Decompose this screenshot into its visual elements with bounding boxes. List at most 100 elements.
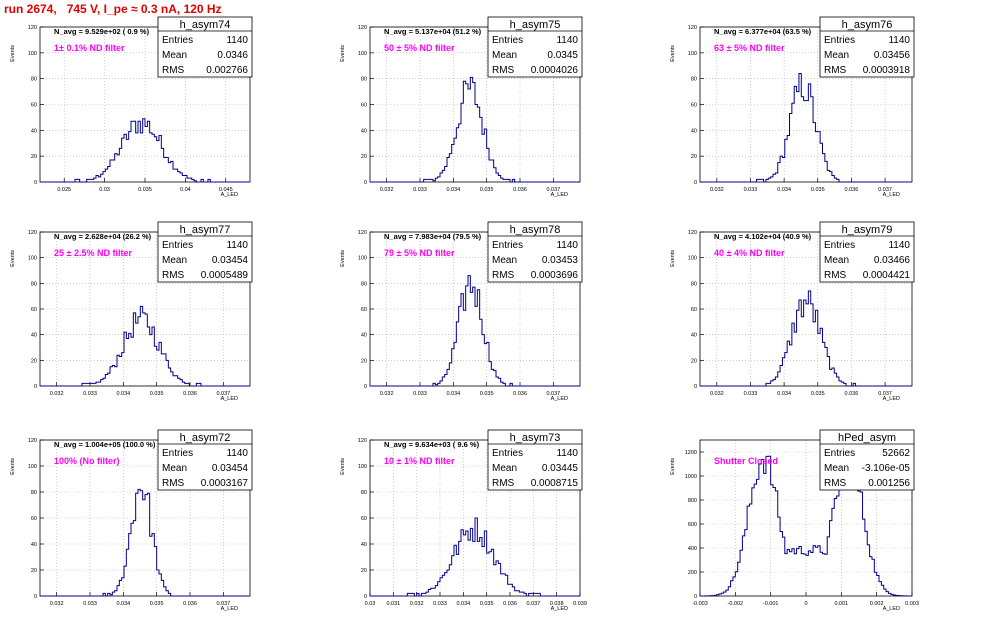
- filter-annotation: 79 ± 5% ND filter: [384, 248, 455, 258]
- y-axis-title: Events: [670, 458, 676, 475]
- x-tick-label: 0.003: [905, 601, 919, 607]
- y-tick-label: 0: [694, 594, 697, 600]
- stats-value-rms: 0.0003918: [863, 65, 911, 76]
- navg-label: N_avg = 7.983e+04 (79.5 %): [384, 232, 482, 241]
- y-tick-label: 20: [31, 154, 37, 160]
- y-tick-label: 80: [361, 490, 367, 496]
- x-tick-label: 0.037: [878, 391, 892, 397]
- y-tick-label: 100: [358, 51, 367, 57]
- y-tick-label: 800: [688, 498, 697, 504]
- y-axis-title: Events: [10, 45, 16, 62]
- navg-label: N_avg = 2.628e+04 (26.2 %): [54, 232, 152, 241]
- stats-value-mean: 0.03454: [212, 463, 249, 474]
- x-tick-label: 0.035: [150, 391, 164, 397]
- y-tick-label: 60: [31, 307, 37, 313]
- x-tick-label: 0.036: [183, 391, 197, 397]
- x-axis-title: A_LED: [883, 192, 900, 198]
- filter-annotation: 1± 0.1% ND filter: [54, 43, 125, 53]
- y-tick-label: 40: [691, 128, 697, 134]
- stats-box: [819, 16, 915, 78]
- histogram-line: [370, 275, 580, 387]
- stats-value-mean: 0.03454: [212, 255, 249, 266]
- stats-title: h_asym79: [842, 224, 893, 236]
- stats-label-entries: Entries: [162, 240, 193, 251]
- y-tick-label: 100: [358, 464, 367, 470]
- y-tick-label: 0: [364, 180, 367, 186]
- x-tick-label: 0.033: [413, 187, 427, 193]
- stats-box: [157, 429, 253, 491]
- y-tick-label: 20: [361, 568, 367, 574]
- stats-label-entries: Entries: [162, 448, 193, 459]
- x-tick-label: 0.037: [216, 391, 230, 397]
- stats-label-entries: Entries: [824, 35, 855, 46]
- navg-label: N_avg = 4.102e+04 (40.9 %): [714, 232, 812, 241]
- stats-title: h_asym76: [842, 19, 893, 31]
- stats-box: [487, 16, 583, 78]
- y-tick-label: 100: [688, 256, 697, 262]
- y-tick-label: 80: [361, 281, 367, 287]
- x-tick-label: 0.031: [386, 601, 400, 607]
- y-tick-label: 100: [358, 256, 367, 262]
- y-tick-label: 80: [31, 281, 37, 287]
- x-tick-label: 0.036: [513, 187, 527, 193]
- stats-value-mean: 0.0345: [547, 50, 578, 61]
- stats-value-rms: 0.0005489: [201, 270, 249, 281]
- x-tick-label: 0.034: [777, 187, 791, 193]
- y-axis-title: Events: [340, 458, 346, 475]
- stats-box: [487, 221, 583, 283]
- x-tick-label: 0: [804, 601, 807, 607]
- stats-box: [819, 221, 915, 283]
- x-axis-title: A_LED: [221, 192, 238, 198]
- stats-label-mean: Mean: [824, 255, 849, 266]
- y-tick-label: 20: [691, 358, 697, 364]
- histogram-hPed_asym: -0.003 -0.002 -0.001 0 0.001 0.002 0.003 0 200 40…: [670, 429, 919, 612]
- x-tick-label: 0.036: [845, 187, 859, 193]
- y-tick-label: 120: [688, 230, 697, 236]
- stats-value-mean: 0.03445: [542, 463, 579, 474]
- x-tick-label: 0.036: [183, 601, 197, 607]
- y-tick-label: 0: [694, 180, 697, 186]
- stats-value-rms: 0.0004026: [531, 65, 579, 76]
- stats-title: hPed_asym: [838, 432, 896, 444]
- x-tick-label: 0.032: [380, 391, 394, 397]
- filter-annotation: Shutter Closed: [714, 456, 778, 466]
- x-tick-label: 0.033: [413, 391, 427, 397]
- y-tick-label: 60: [31, 103, 37, 109]
- stats-label-rms: RMS: [824, 65, 847, 76]
- stats-value-entries: 1140: [226, 35, 248, 46]
- histogram-h_asym72: 0.032 0.033 0.034 0.035 0.036 0.037 0 20 40 60 80 1…: [10, 429, 253, 612]
- stats-value-entries: 1140: [888, 240, 910, 251]
- stats-label-rms: RMS: [162, 478, 185, 489]
- stats-label-entries: Entries: [492, 35, 523, 46]
- stats-title: h_asym72: [180, 432, 231, 444]
- histogram-line: [40, 118, 250, 183]
- stats-box: [819, 429, 915, 491]
- filter-annotation: 10 ± 1% ND filter: [384, 456, 455, 466]
- x-tick-label: 0.03: [365, 601, 376, 607]
- stats-title: h_asym74: [180, 19, 231, 31]
- stats-value-entries: 1140: [226, 448, 248, 459]
- stats-box: [157, 16, 253, 78]
- x-tick-label: 0.032: [710, 391, 724, 397]
- stats-label-rms: RMS: [492, 65, 515, 76]
- y-tick-label: 80: [31, 77, 37, 83]
- y-tick-label: 40: [361, 333, 367, 339]
- x-tick-label: 0.037: [216, 601, 230, 607]
- y-tick-label: 40: [691, 333, 697, 339]
- x-tick-label: 0.001: [834, 601, 848, 607]
- navg-label: N_avg = 6.377e+04 (63.5 %): [714, 27, 812, 36]
- histogram-h_asym75: 0.032 0.033 0.034 0.035 0.036 0.037 0 20 40 60 80 1…: [340, 16, 583, 198]
- navg-label: N_avg = 1.004e+05 (100.0 %): [54, 440, 156, 449]
- stats-label-rms: RMS: [492, 270, 515, 281]
- y-tick-label: 20: [691, 154, 697, 160]
- stats-label-rms: RMS: [824, 478, 847, 489]
- histogram-h_asym76: 0.032 0.033 0.034 0.035 0.036 0.037 0 20 40 60 80 1…: [670, 16, 915, 198]
- stats-title: h_asym73: [510, 432, 561, 444]
- histogram-h_asym78: 0.032 0.033 0.034 0.035 0.036 0.037 0 20 40 60 80 1…: [340, 221, 583, 402]
- y-tick-label: 1200: [685, 450, 697, 456]
- x-axis-title: A_LED: [883, 396, 900, 402]
- y-tick-label: 40: [361, 542, 367, 548]
- y-tick-label: 60: [691, 307, 697, 313]
- histogram-line: [700, 73, 912, 183]
- y-tick-label: 120: [688, 25, 697, 31]
